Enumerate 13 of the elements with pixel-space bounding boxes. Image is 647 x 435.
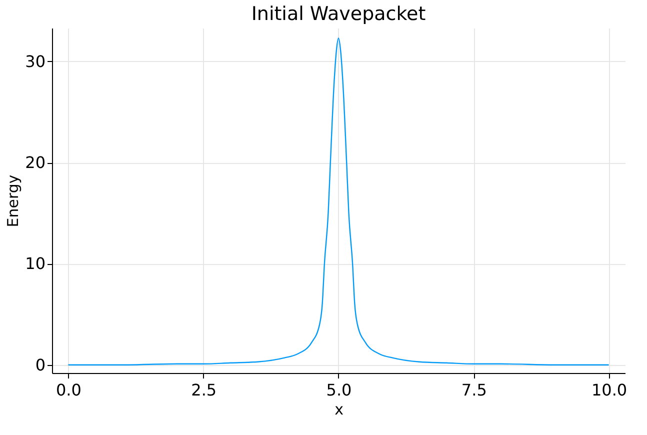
y-axis-title: Energy [4, 174, 22, 228]
x-tick-label: 5.0 [326, 380, 352, 400]
x-tick-label: 10.0 [591, 380, 628, 400]
x-tick-label: 7.5 [461, 380, 487, 400]
x-tick-label: 0.0 [56, 380, 82, 400]
y-tick-label: 10 [25, 254, 46, 274]
y-tick-label: 20 [25, 153, 46, 172]
chart-title: Initial Wavepacket [251, 3, 426, 25]
x-tick-label: 2.5 [191, 380, 217, 400]
line-series [68, 38, 610, 366]
x-axis-title: x [334, 400, 344, 418]
y-tick-label: 0 [35, 355, 46, 374]
y-tick-label: 30 [25, 52, 46, 71]
